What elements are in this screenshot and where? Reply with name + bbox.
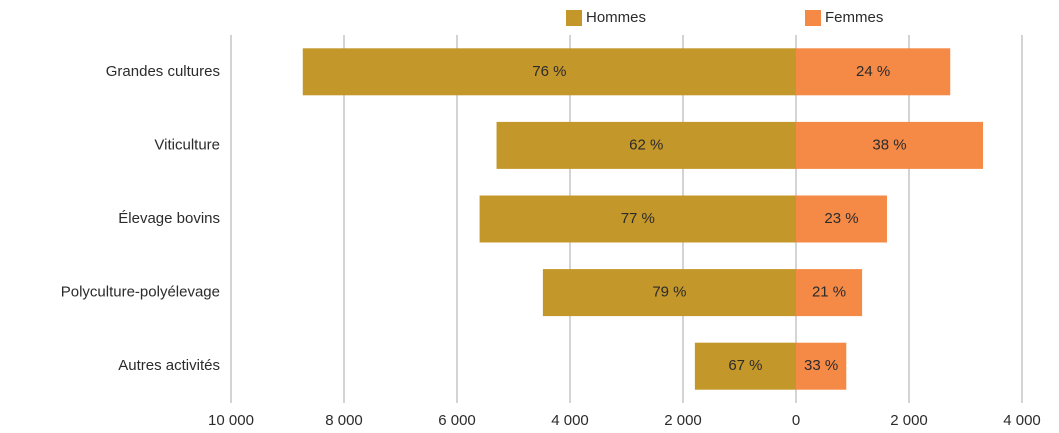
category-label: Polyculture-polyélevage [61,284,220,301]
bar [796,195,887,243]
bar-label: 79 % [652,284,686,301]
category-label: Viticulture [154,136,220,153]
bar [796,342,847,390]
bar-label: 33 % [804,357,838,374]
x-tick-label: 0 [792,412,800,429]
bar [796,269,863,317]
category-label: Élevage bovins [118,210,220,227]
category-label: Autres activités [118,357,220,374]
legend-label: Hommes [586,9,646,26]
x-tick-label: 10 000 [208,412,254,429]
bar-label: 23 % [824,210,858,227]
x-tick-label: 4 000 [1003,412,1041,429]
bar-label: 62 % [629,136,663,153]
category-label: Grandes cultures [106,63,220,80]
bar-label: 76 % [532,63,566,80]
legend-swatch [566,10,582,26]
x-tick-label: 2 000 [890,412,928,429]
bar [542,269,796,317]
bar [796,121,984,169]
x-tick-label: 8 000 [325,412,363,429]
bar-label: 24 % [856,63,890,80]
legend-label: Femmes [825,9,883,26]
x-tick-label: 4 000 [551,412,589,429]
bar-label: 38 % [872,136,906,153]
bar [796,48,951,96]
x-tick-label: 6 000 [438,412,476,429]
x-tick-label: 2 000 [664,412,702,429]
bar-label: 21 % [812,284,846,301]
bar [496,121,796,169]
legend-swatch [805,10,821,26]
bar-label: 67 % [728,357,762,374]
bar [479,195,796,243]
bar [694,342,796,390]
bar [302,48,796,96]
bar-label: 77 % [621,210,655,227]
